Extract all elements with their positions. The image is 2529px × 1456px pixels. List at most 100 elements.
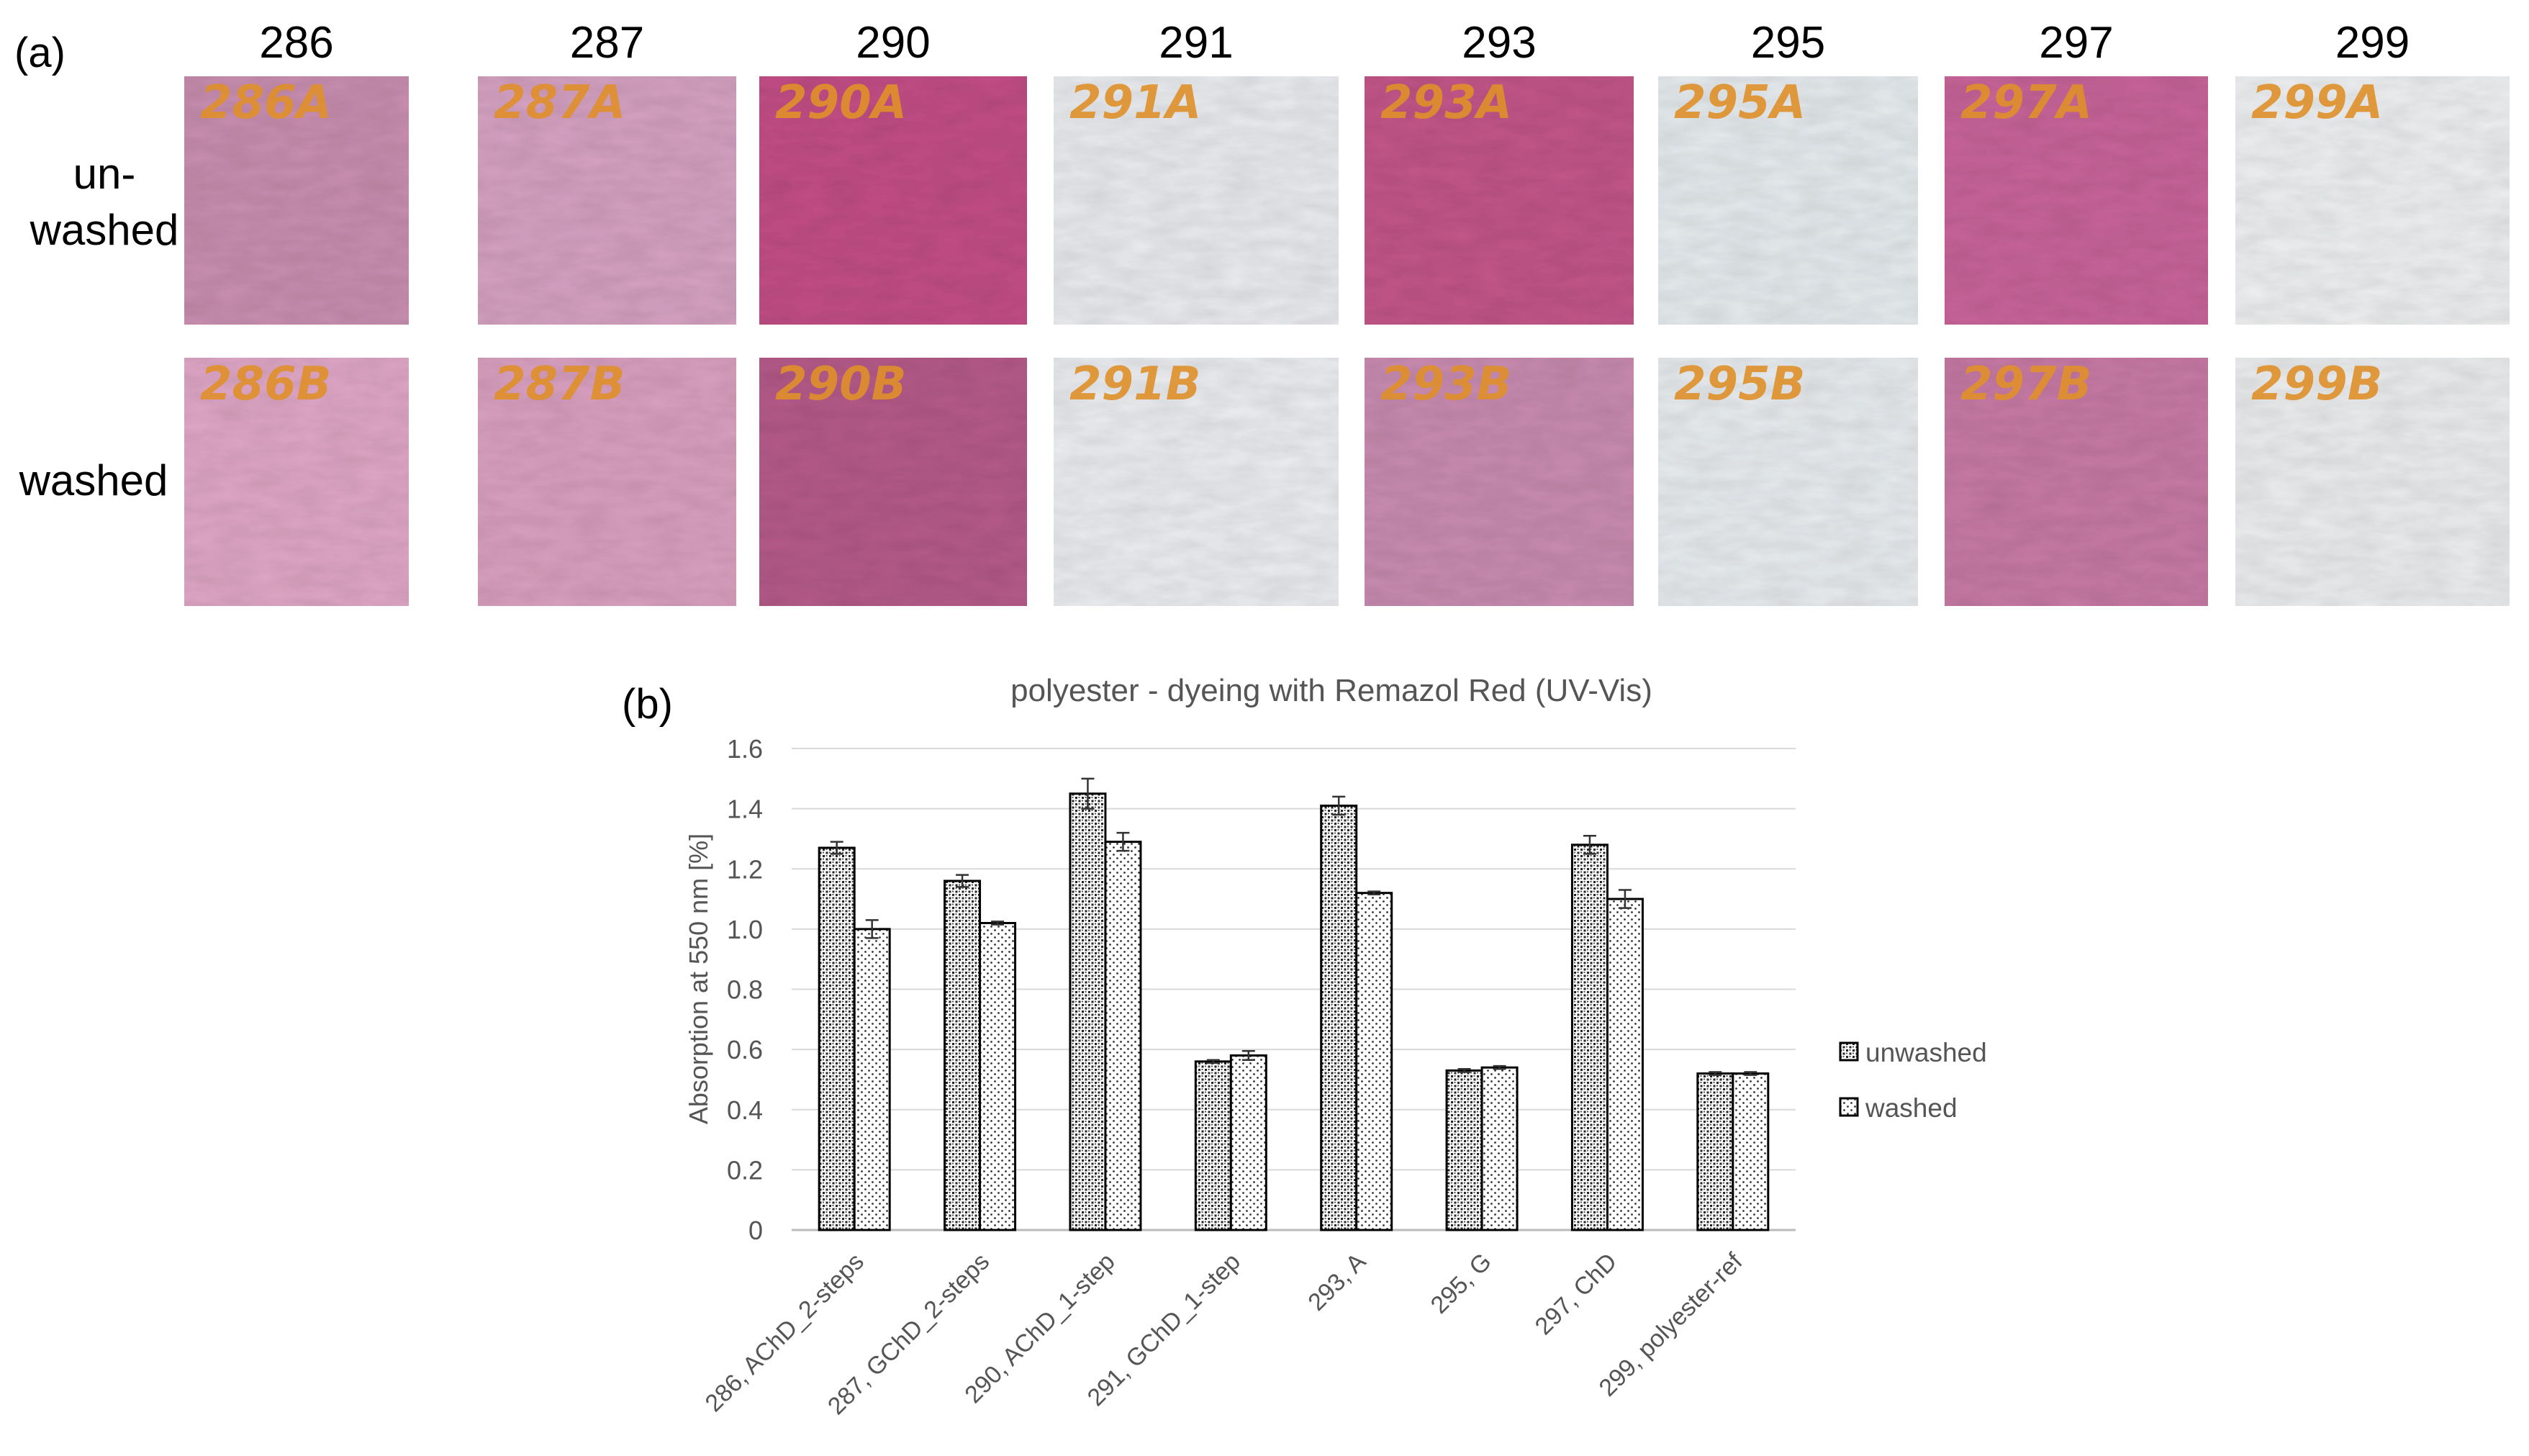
fabric-photo (2235, 358, 2510, 606)
swatch-286-unwashed: 286A (184, 76, 409, 325)
fabric-photo (759, 358, 1027, 606)
bar-unwashed-1 (818, 846, 856, 1231)
swatch-290-unwashed: 290A (759, 76, 1027, 325)
fabric-photo (2235, 76, 2510, 325)
error-bar-unwashed-5 (1332, 795, 1346, 816)
swatch-286-washed: 286B (184, 358, 409, 606)
handwritten-sample-tag: 295A (1674, 76, 1806, 130)
fabric-photo (759, 76, 1027, 325)
error-bar-washed-8 (1744, 1071, 1757, 1076)
swatch-299-washed: 299B (2235, 358, 2510, 606)
row-label-unwashed: un-washed (30, 150, 179, 254)
legend-swatch (1839, 1097, 1859, 1117)
error-bar-unwashed-3 (1081, 777, 1095, 810)
y-tick-label: 0 (748, 1216, 763, 1245)
handwritten-sample-tag: 287B (494, 358, 625, 411)
sample-header-286: 286 (259, 18, 333, 68)
y-axis-title: Absorption at 550 nm [%] (684, 833, 713, 1124)
y-tick-label: 1.4 (727, 795, 763, 824)
swatch-299-unwashed: 299A (2235, 76, 2510, 325)
error-bar-unwashed-4 (1206, 1059, 1220, 1064)
handwritten-sample-tag: 291B (1069, 358, 1200, 411)
sample-header-290: 290 (856, 18, 930, 68)
sample-id-headers: 286 287 290 291 293 295 297 299 (259, 18, 2410, 68)
fabric-photo (478, 76, 736, 325)
swatch-297-washed: 297B (1945, 358, 2208, 606)
y-tick-label: 1.0 (727, 915, 763, 944)
row-label-washed: washed (19, 456, 168, 505)
y-tick-label: 0.2 (727, 1155, 763, 1185)
handwritten-sample-tag: 290B (775, 358, 906, 411)
bar-unwashed-7 (1570, 844, 1609, 1231)
sample-header-291: 291 (1159, 18, 1233, 68)
handwritten-sample-tag: 286A (200, 76, 332, 130)
bar-unwashed-8 (1696, 1072, 1734, 1231)
y-axis-tick-labels: 0 0.2 0.4 0.6 0.8 1.0 1.2 1.4 1.6 (727, 734, 763, 1245)
bar-unwashed-6 (1445, 1069, 1483, 1231)
bar-series (818, 777, 1770, 1231)
error-bar-washed-2 (991, 921, 1005, 926)
y-tick-label: 0.6 (727, 1035, 763, 1064)
bar-washed-7 (1606, 897, 1644, 1231)
panel-a-label: (a) (14, 30, 65, 76)
swatch-295-unwashed: 295A (1658, 76, 1918, 325)
error-bar-washed-6 (1493, 1064, 1506, 1070)
error-bar-unwashed-6 (1457, 1068, 1471, 1073)
handwritten-sample-tag: 286B (200, 358, 331, 411)
swatch-293-washed: 293B (1365, 358, 1634, 606)
bar-washed-4 (1229, 1054, 1267, 1231)
swatch-291-washed: 291B (1054, 358, 1339, 606)
handwritten-sample-tag: 290A (775, 76, 907, 130)
fabric-photo (1658, 76, 1918, 325)
chart-title: polyester - dyeing with Remazol Red (UV-… (1010, 673, 1652, 708)
panel-b-label: (b) (622, 681, 673, 728)
bar-washed-2 (979, 922, 1017, 1231)
fabric-swatch-grid: 286A 286B 287A 287B 290A 290B 291A 291B 293A 293B… (184, 76, 2510, 606)
fabric-photo (1054, 76, 1339, 325)
error-bar-washed-3 (1116, 831, 1130, 852)
handwritten-sample-tag: 297A (1960, 76, 2092, 130)
handwritten-sample-tag: 299A (2251, 76, 2383, 130)
y-tick-label: 1.6 (727, 734, 763, 764)
error-bar-unwashed-2 (956, 874, 969, 888)
handwritten-sample-tag: 293A (1380, 76, 1512, 130)
legend-label: unwashed (1865, 1038, 1987, 1067)
handwritten-sample-tag: 287A (494, 76, 625, 130)
bar-washed-1 (853, 928, 891, 1231)
bar-washed-6 (1480, 1066, 1519, 1231)
fabric-photo (1945, 76, 2208, 325)
bar-washed-8 (1732, 1072, 1770, 1231)
legend-item-unwashed: unwashed (1839, 1038, 1987, 1067)
x-tick-label: 297, ChD (1530, 1248, 1622, 1340)
bar-unwashed-4 (1194, 1060, 1232, 1231)
x-tick-label: 293, A (1303, 1248, 1371, 1316)
bar-unwashed-2 (944, 880, 982, 1231)
fabric-photo (1365, 76, 1634, 325)
x-tick-label: 295, G (1426, 1248, 1497, 1319)
sample-header-295: 295 (1751, 18, 1825, 68)
bar-washed-3 (1104, 841, 1142, 1231)
bar-unwashed-5 (1320, 804, 1358, 1231)
bar-unwashed-3 (1069, 792, 1107, 1231)
fabric-photo (184, 76, 409, 325)
y-tick-label: 0.8 (727, 975, 763, 1005)
error-bar-unwashed-8 (1709, 1071, 1722, 1076)
sample-header-293: 293 (1462, 18, 1536, 68)
handwritten-sample-tag: 297B (1960, 358, 2091, 411)
fabric-photo (1054, 358, 1339, 606)
swatch-297-unwashed: 297A (1945, 76, 2208, 325)
swatch-295-washed: 295B (1658, 358, 1918, 606)
y-tick-label: 0.4 (727, 1095, 763, 1125)
error-bar-unwashed-7 (1583, 835, 1596, 855)
fabric-photo (1945, 358, 2208, 606)
fabric-photo (1365, 358, 1634, 606)
legend-item-washed: washed (1839, 1093, 1958, 1123)
error-bar-washed-4 (1241, 1049, 1255, 1062)
fabric-photo (1658, 358, 1918, 606)
fabric-photo (478, 358, 736, 606)
swatch-291-unwashed: 291A (1054, 76, 1339, 325)
chart-legend: unwashed washed (1839, 1038, 1987, 1123)
sample-header-287: 287 (570, 18, 644, 68)
handwritten-sample-tag: 295B (1674, 358, 1805, 411)
